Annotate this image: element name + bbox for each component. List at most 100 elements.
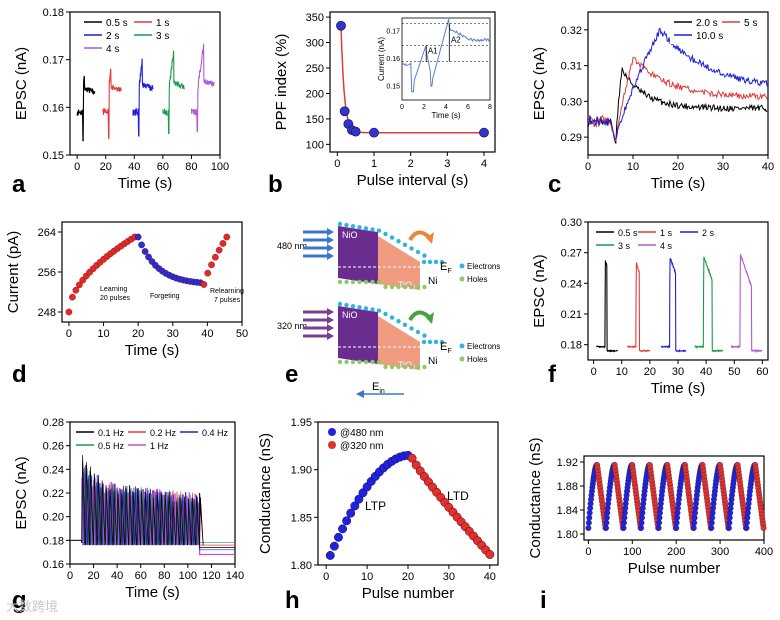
hole-dot <box>383 284 388 290</box>
fermi-subscript: F <box>447 348 451 355</box>
data-point <box>204 269 212 277</box>
hole-dot <box>344 359 349 365</box>
x-tick-label: 40 <box>111 570 123 582</box>
hole-dot <box>402 364 408 370</box>
y-tick-label: 0.28 <box>43 417 64 429</box>
data-point <box>603 519 610 526</box>
data-point <box>141 248 149 255</box>
series-line-0.5 s <box>76 75 96 142</box>
electron-dot <box>350 304 356 309</box>
y-tick-label: 1.88 <box>557 481 578 493</box>
data-point <box>350 501 360 511</box>
hole-dot <box>415 364 421 370</box>
x-tick-label: 20 <box>100 161 112 173</box>
y-tick-label: 1.90 <box>291 465 312 477</box>
light-arrow-head <box>327 316 334 324</box>
electron-dot <box>383 311 388 317</box>
legend-label: 10.0 s <box>696 31 723 42</box>
hole-dot <box>396 284 401 290</box>
data-point <box>620 525 627 531</box>
data-point <box>638 519 645 526</box>
electron-dot <box>357 305 362 310</box>
electron-dot <box>396 319 401 324</box>
annotation-relearning: Relearning <box>210 288 244 295</box>
data-point <box>760 525 767 531</box>
data-point <box>223 233 231 241</box>
inset-label-a1: A1 <box>428 47 438 56</box>
annotation-learning-count: 20 pulses <box>100 295 130 302</box>
annotation-ltp: LTP <box>365 499 386 513</box>
legend-label: 5 s <box>744 18 757 29</box>
electron-dot <box>433 339 439 345</box>
x-tick-label: 4 <box>481 158 487 170</box>
y-tick-label: 1.80 <box>291 560 312 572</box>
plot-area <box>588 27 768 144</box>
transfer-arrow <box>408 310 432 322</box>
series-line-1 s <box>102 68 122 139</box>
legend-electrons: Electrons <box>467 262 500 271</box>
light-arrow-head <box>327 236 334 244</box>
hole-dot <box>344 279 349 285</box>
data-point <box>725 525 732 531</box>
inset-x-tick: 0 <box>400 104 404 111</box>
data-point <box>334 532 343 542</box>
series-line-2 s <box>132 58 154 137</box>
y-axis-label: EPSC (nA) <box>531 254 548 327</box>
panel-letter: f <box>548 361 557 388</box>
y-tick-label: 248 <box>38 307 56 319</box>
panel-letter: d <box>12 361 27 388</box>
x-axis-label: Pulse interval (s) <box>357 172 469 189</box>
x-axis-label: Time (s) <box>651 175 705 192</box>
x-tick-label: 10 <box>627 161 639 173</box>
x-axis-label: Time (s) <box>118 175 172 192</box>
y-tick-label: 300 <box>306 38 324 50</box>
ni-label: Ni <box>428 276 437 287</box>
x-tick-label: 100 <box>623 546 641 558</box>
x-tick-label: 0 <box>323 571 329 583</box>
electron-dot <box>344 302 349 308</box>
x-tick-label: 20 <box>132 328 144 340</box>
inset-y-tick: 0.15 <box>386 83 400 90</box>
hole-dot <box>350 359 356 365</box>
data-point <box>336 20 346 31</box>
legend-hole-dot <box>459 356 465 362</box>
panel-letter: b <box>268 171 283 198</box>
legend-bg <box>73 424 233 454</box>
hole-dot <box>415 284 421 290</box>
band-diagram-0: 480 nmNiOTiO2EFNiElectronsHoles <box>277 221 500 292</box>
legend-label: 0.5 s <box>106 18 128 29</box>
y-tick-label: 0.16 <box>43 559 64 571</box>
x-tick-label: 10 <box>97 328 109 340</box>
panel-b: 0 1 2 3 4 100 150 200 250 300 350 Pulse interval (s… <box>268 11 496 198</box>
nio-label: NiO <box>342 310 358 320</box>
legend-label: 0.2 Hz <box>150 428 177 438</box>
x-axis-label: Time (s) <box>125 584 179 601</box>
y-tick-label: 0.26 <box>43 441 64 453</box>
x-tick-label: 30 <box>443 571 455 583</box>
y-axis-label: Current (pA) <box>5 231 22 314</box>
electron-dot <box>389 315 395 320</box>
electron-dot <box>439 339 445 345</box>
x-tick-label: 0 <box>67 570 73 582</box>
x-tick-label: 120 <box>202 570 220 582</box>
x-tick-label: 0 <box>585 161 591 173</box>
x-tick-label: 30 <box>167 328 179 340</box>
electron-dot <box>337 221 343 227</box>
light-arrow-head <box>327 324 334 332</box>
y-tick-label: 0.20 <box>43 512 64 524</box>
inset-y-tick: 0.17 <box>386 29 400 36</box>
series-line-3 s <box>694 256 724 353</box>
panel-letter: e <box>285 361 298 388</box>
data-point <box>638 525 645 531</box>
legend-marker <box>328 428 336 436</box>
y-tick-label: 0.29 <box>561 132 582 144</box>
data-point <box>656 519 663 526</box>
data-point <box>369 127 379 138</box>
electron-dot <box>370 227 375 232</box>
fermi-subscript: F <box>447 268 451 275</box>
y-tick-label: 0.30 <box>561 96 582 108</box>
y-tick-label: 0.27 <box>561 248 582 260</box>
legend-label: 2.0 s <box>696 18 718 29</box>
x-tick-label: 0 <box>591 366 597 378</box>
electron-dot <box>439 259 445 265</box>
